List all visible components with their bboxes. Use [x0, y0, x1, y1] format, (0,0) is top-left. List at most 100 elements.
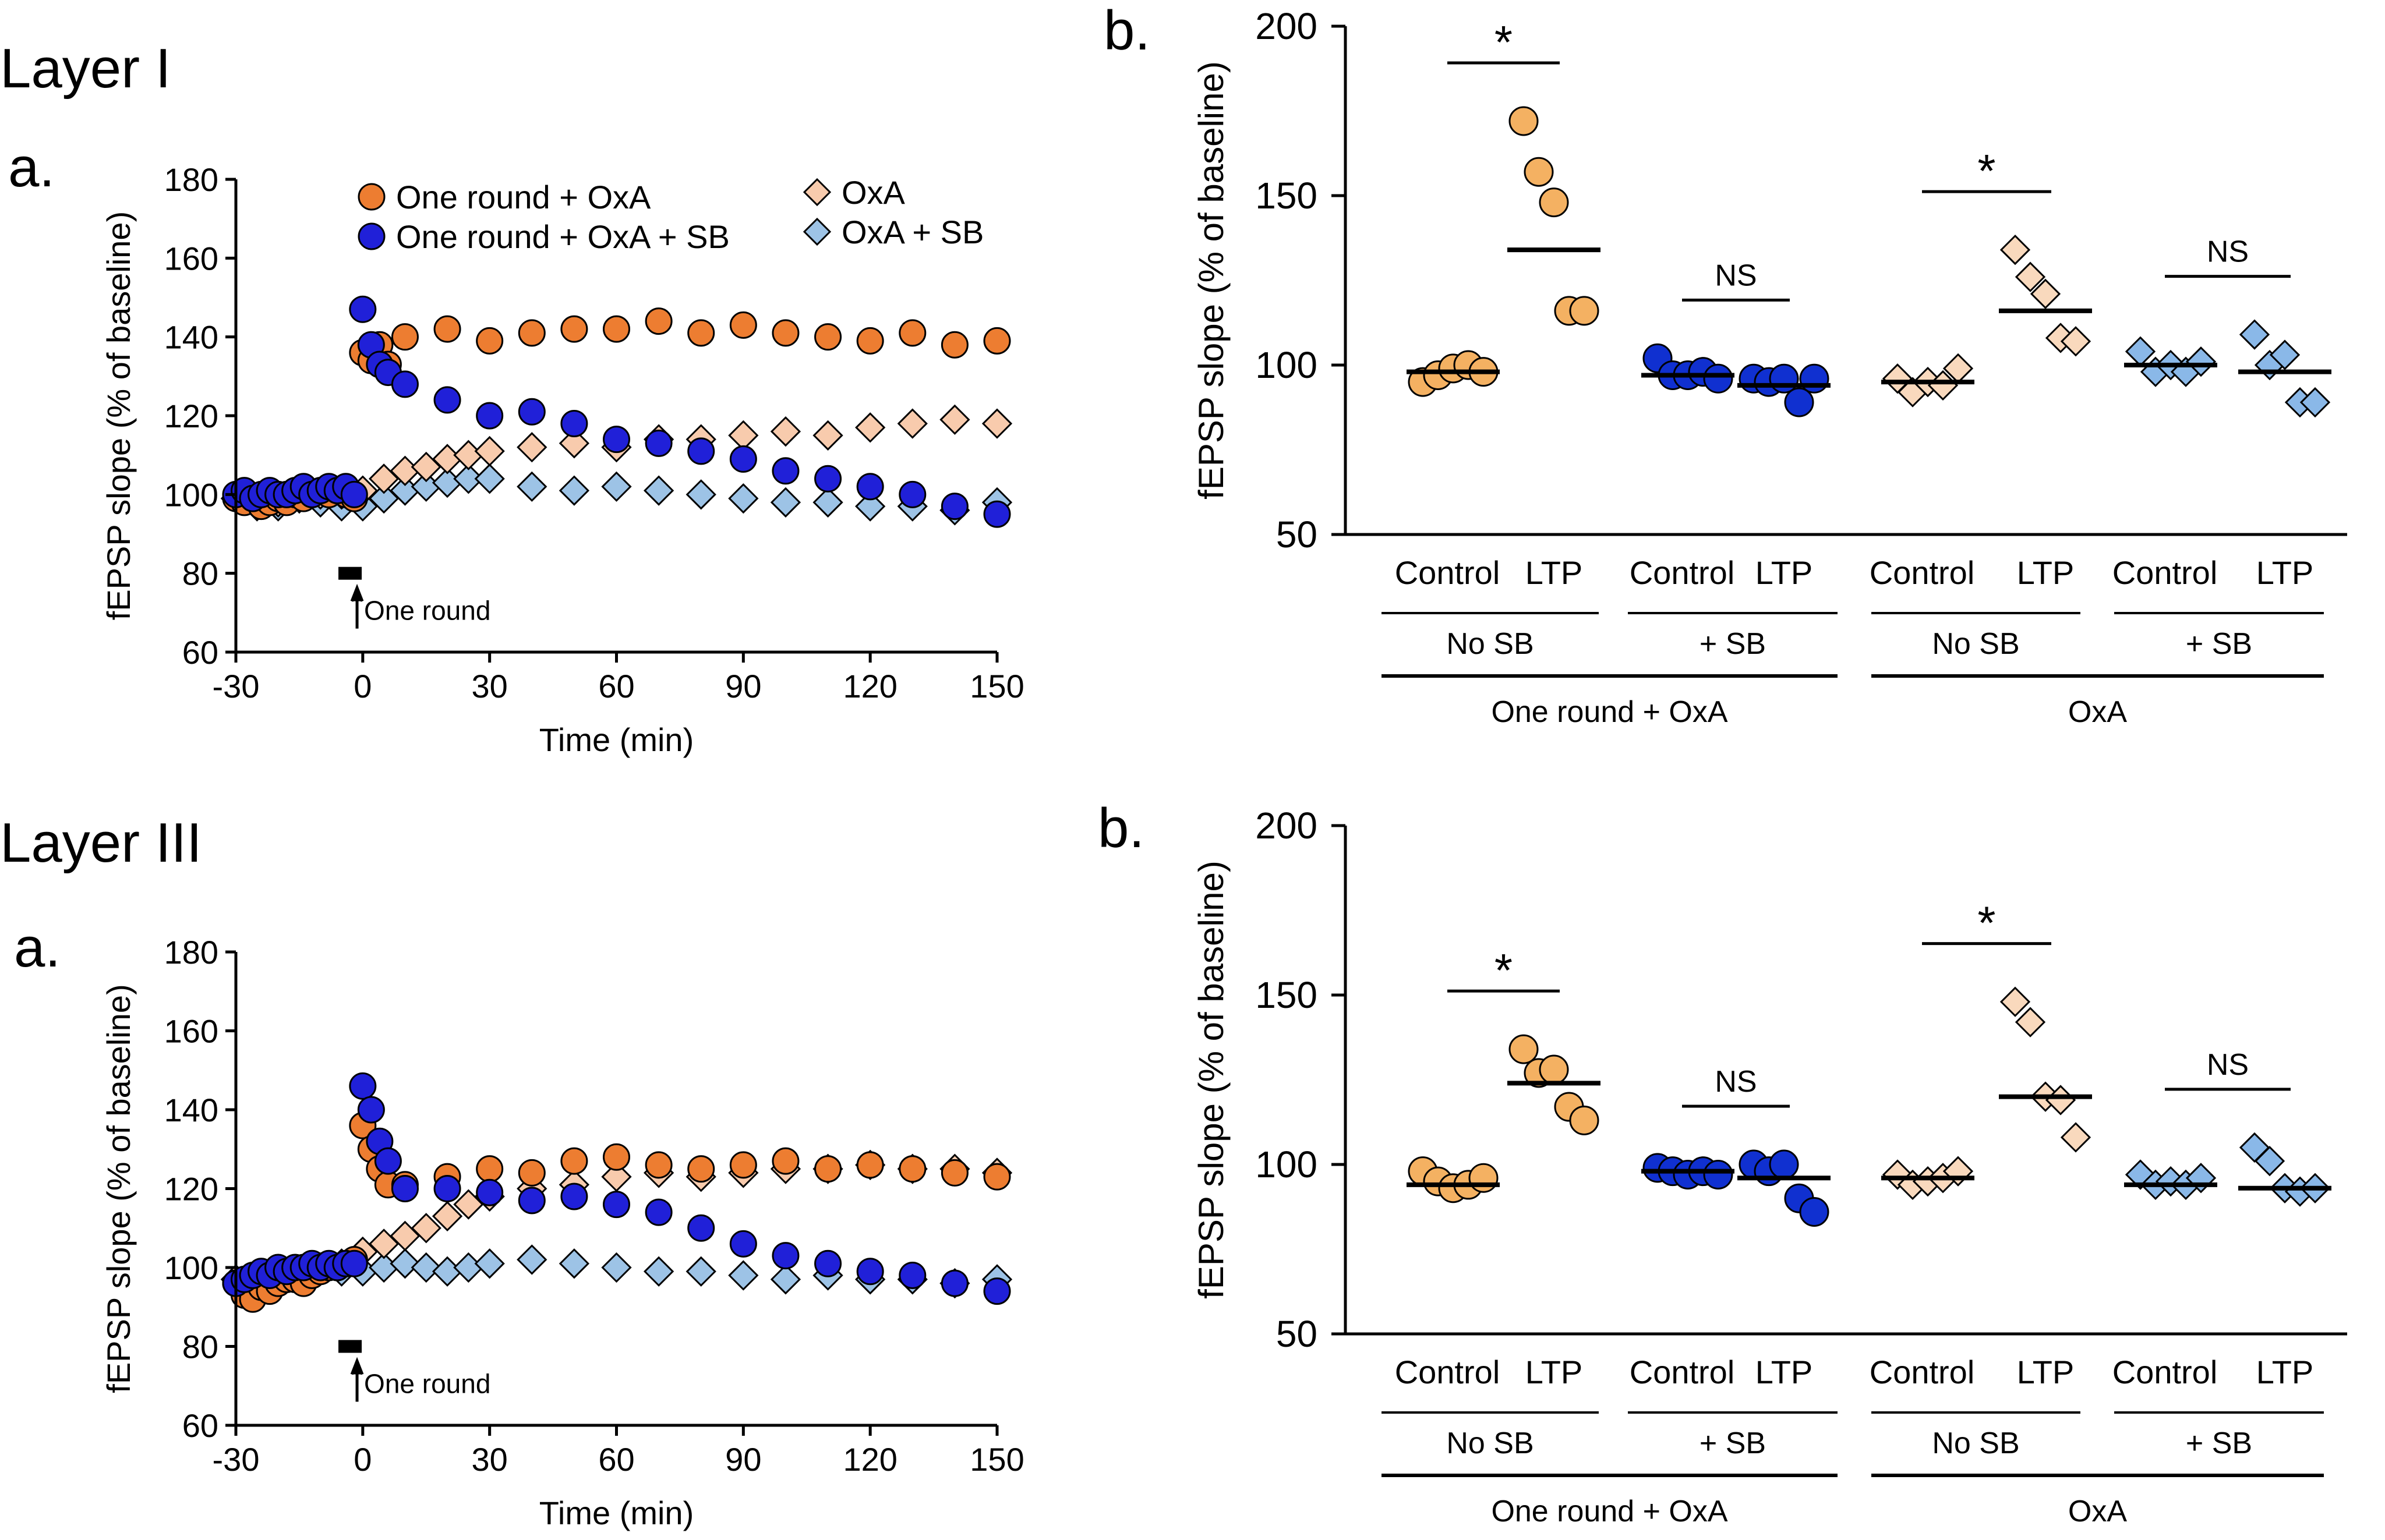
- data-point: [374, 1147, 402, 1175]
- data-point: [941, 1159, 969, 1187]
- data-point: [686, 1256, 716, 1287]
- data-point: [941, 493, 969, 521]
- data-point: [603, 1143, 630, 1171]
- y-tick-label: 60: [182, 1407, 218, 1444]
- data-point: [476, 327, 504, 355]
- group-label-ltp: LTP: [2256, 554, 2314, 591]
- group-label-control: Control: [2112, 1354, 2218, 1390]
- x-ticks: -30 0 30 60 90 120 150: [213, 1425, 1024, 1478]
- data-point: [899, 480, 927, 508]
- data-point: [2030, 278, 2061, 309]
- layer3-panel-b-label: b.: [1098, 797, 1144, 859]
- y-tick-label: 50: [1276, 514, 1317, 555]
- group-label-ltp: LTP: [2256, 1354, 2314, 1390]
- y-tick-label: 60: [182, 634, 218, 671]
- data-point: [729, 1230, 757, 1258]
- stim-bar: [338, 567, 362, 580]
- legend-label: OxA + SB: [842, 214, 984, 250]
- data-point: [2269, 339, 2301, 370]
- data-point: [1784, 387, 1814, 417]
- data-point: [601, 471, 632, 502]
- data-point: [474, 463, 505, 494]
- data-point: [391, 370, 419, 398]
- data-point: [1508, 106, 1539, 136]
- x-tick-label: 90: [725, 1441, 761, 1478]
- y-tick-label: 100: [164, 476, 218, 513]
- data-point: [983, 1277, 1011, 1305]
- data-point: [772, 319, 800, 347]
- data-point: [856, 473, 884, 501]
- legend-label: One round + OxA: [396, 179, 651, 215]
- x-tick-label: 120: [843, 1441, 897, 1478]
- data-point: [390, 1248, 421, 1279]
- data-point: [983, 327, 1011, 355]
- data-point: [812, 487, 843, 518]
- data-point: [645, 429, 673, 457]
- x-tick-label: 0: [354, 668, 372, 704]
- legend-marker-shape: [803, 217, 832, 246]
- data-point: [814, 323, 842, 351]
- group-label-plus-sb: + SB: [2186, 1426, 2252, 1460]
- data-point: [1703, 363, 1733, 394]
- data-point: [474, 1248, 505, 1279]
- y-axis-label: fEPSP slope (% of baseline): [1192, 61, 1231, 500]
- stim-bar: [338, 1340, 362, 1353]
- data-point: [2060, 1122, 2091, 1153]
- group-label-ltp: LTP: [2017, 1354, 2075, 1390]
- chart-points: [220, 1072, 1013, 1313]
- y-tick-label: 180: [164, 161, 218, 198]
- data-point: [899, 1262, 927, 1290]
- x-tick-label: 150: [970, 668, 1024, 704]
- stim-label: One round: [364, 596, 490, 626]
- y-ticks: 50 100 150 200: [1255, 5, 1345, 555]
- data-point: [432, 1201, 463, 1232]
- group-label-oxa: OxA: [2068, 1495, 2127, 1528]
- data-point: [941, 331, 969, 359]
- data-point: [855, 491, 886, 522]
- data-point: [603, 426, 630, 454]
- data-point: [1569, 296, 1599, 326]
- legend-marker-peach-diamond: [803, 178, 832, 207]
- data-point: [2185, 346, 2217, 377]
- layer3-timecourse-chart: 60 80 100 120 140 160 180 -30 0 30 60 90 120 150 fEP…: [100, 934, 1024, 1531]
- data-point: [601, 1252, 632, 1283]
- data-point: [1508, 1034, 1539, 1064]
- data-point: [1999, 234, 2031, 265]
- layer1-panel-b-label: b.: [1104, 0, 1150, 62]
- stim-marker: One round: [338, 1340, 490, 1402]
- data-point: [687, 319, 715, 347]
- data-point: [1769, 1149, 1799, 1180]
- data-point: [2239, 319, 2270, 350]
- legend-marker-lightblue-diamond: [803, 217, 832, 246]
- data-point: [603, 1191, 630, 1219]
- group-label-ltp: LTP: [2017, 554, 2075, 591]
- group-label-no-sb: No SB: [1932, 627, 2019, 661]
- group-label-control: Control: [1630, 554, 1735, 591]
- sig-label: NS: [1715, 1065, 1757, 1099]
- data-point: [349, 1072, 377, 1100]
- data-point: [645, 1151, 673, 1179]
- data-point: [453, 463, 484, 494]
- data-point: [560, 315, 588, 343]
- sig-label: *: [1977, 145, 1995, 197]
- y-tick-label: 100: [164, 1249, 218, 1286]
- data-point: [897, 408, 928, 439]
- data-point: [770, 1264, 801, 1295]
- data-point: [645, 1198, 673, 1226]
- y-axis-label: fEPSP slope (% of baseline): [1192, 861, 1231, 1299]
- group-label-one-round-oxa: One round + OxA: [1491, 695, 1727, 729]
- y-tick-label: 120: [164, 1171, 218, 1208]
- group-label-control: Control: [2112, 554, 2218, 591]
- sig-label: NS: [2207, 1048, 2249, 1082]
- data-point: [340, 1249, 368, 1277]
- legend-item-one-round-oxa-sb: One round + OxA + SB: [358, 218, 730, 255]
- data-point: [814, 1249, 842, 1277]
- y-ticks: 60 80 100 120 140 160 180: [164, 934, 236, 1444]
- legend-item-oxa-sb: OxA + SB: [803, 214, 984, 250]
- x-tick-label: 90: [725, 668, 761, 704]
- y-tick-label: 160: [164, 1013, 218, 1050]
- stim-arrow-icon: [350, 1357, 364, 1402]
- data-point: [559, 475, 590, 506]
- data-point: [559, 1248, 590, 1279]
- stim-label: One round: [364, 1369, 490, 1399]
